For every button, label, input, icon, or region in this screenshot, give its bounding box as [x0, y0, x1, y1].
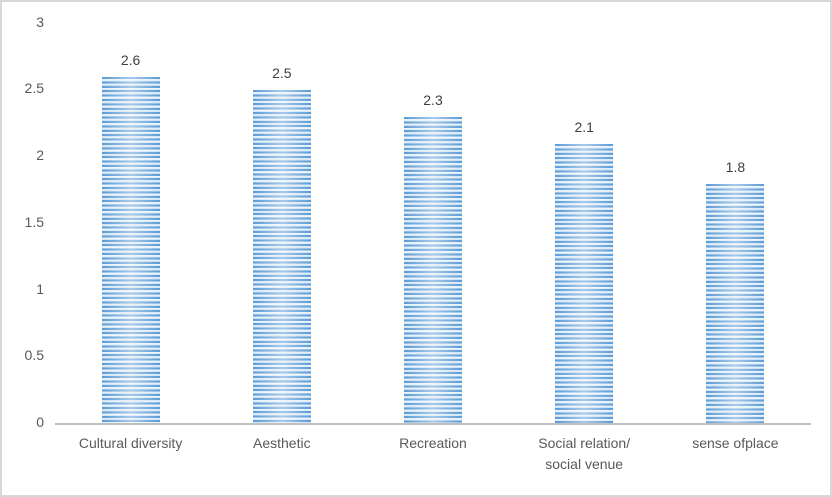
bar-1	[101, 76, 160, 424]
data-label: 2.1	[574, 118, 594, 135]
data-label: 2.3	[423, 91, 443, 108]
y-tick-label: 2	[36, 147, 44, 163]
data-label: 2.6	[120, 51, 141, 68]
y-tick-label: 3	[36, 13, 44, 30]
y-tick-label: 0	[36, 414, 44, 430]
bar-2	[252, 90, 311, 424]
category-label: Aesthetic	[253, 435, 311, 451]
category-label: Social relation/ social venue	[538, 435, 631, 472]
category-label: Recreation	[399, 435, 467, 451]
y-tick-label: 0.5	[24, 347, 44, 364]
y-tick-label: 1.5	[24, 213, 44, 230]
bar-4	[555, 143, 614, 424]
data-label: 2.5	[272, 65, 292, 82]
data-label: 1.8	[725, 158, 746, 175]
category-label: sense ofplace	[692, 435, 779, 451]
bar-5	[706, 183, 765, 424]
bar-3	[404, 116, 462, 424]
x-axis-line	[55, 423, 811, 425]
y-tick-label: 1	[36, 280, 44, 297]
y-tick-label: 2.5	[24, 80, 44, 97]
category-label: Cultural diversity	[78, 435, 183, 451]
